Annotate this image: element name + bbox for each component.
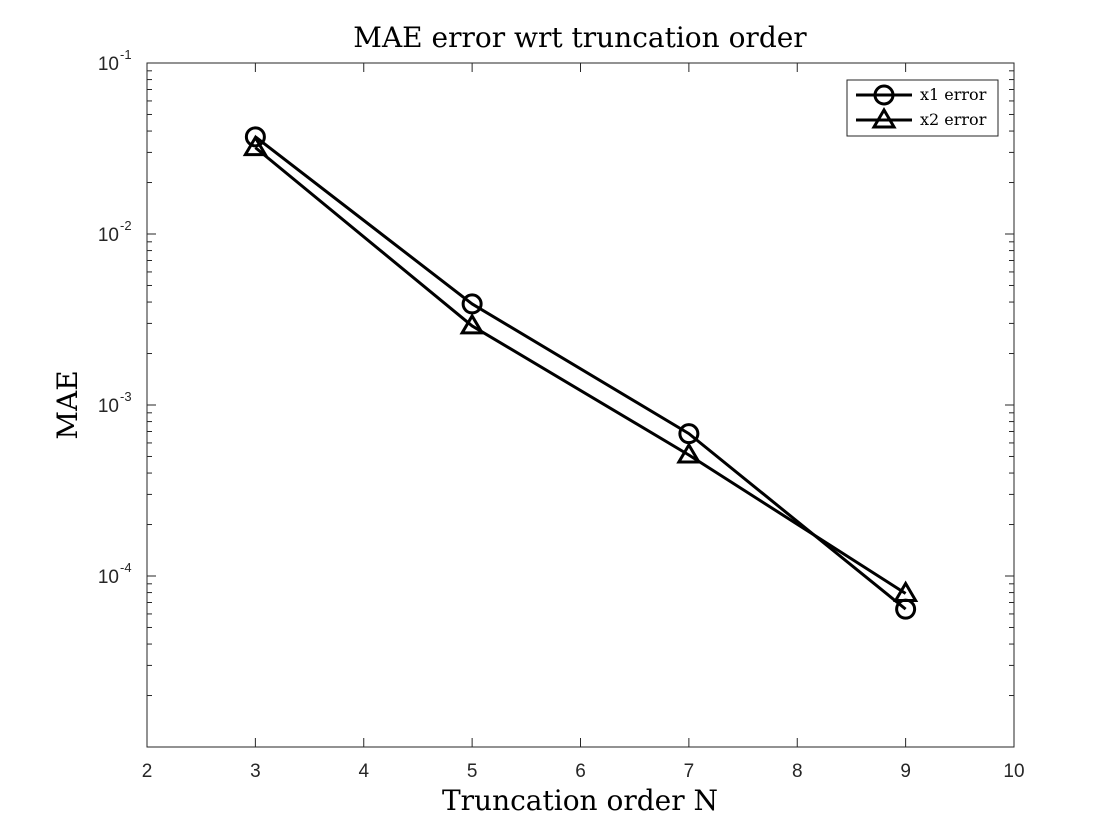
y-tick-label-exponent: -1 — [120, 47, 132, 62]
data-point-triangle — [459, 312, 485, 335]
y-tick-label-base: 10 — [98, 567, 119, 588]
y-tick-label-exponent: -2 — [120, 218, 132, 233]
series-layer — [242, 126, 919, 620]
x-axis-ticks: 2 3 4 5 6 7 8 9 10 — [142, 63, 1025, 782]
legend-label-x1: x1 error — [920, 85, 987, 104]
x-tick-label: 5 — [467, 761, 478, 782]
y-tick-label-base: 10 — [98, 54, 119, 75]
y-tick-label-exponent: -3 — [120, 389, 132, 404]
y-tick-label-base: 10 — [98, 396, 119, 417]
legend-label-x2: x2 error — [920, 110, 987, 129]
x-tick-label: 7 — [684, 761, 695, 782]
y-tick-label-exponent: -4 — [120, 560, 132, 575]
y-tick-label-base: 10 — [98, 225, 119, 246]
y-axis-ticks: 10-110-210-310-4 — [98, 47, 1014, 588]
chart-title: MAE error wrt truncation order — [353, 21, 807, 54]
x-tick-label: 3 — [250, 761, 261, 782]
legend-marker-circle — [873, 84, 895, 106]
x-axis-label: Truncation order N — [442, 784, 718, 817]
x-tick-label: 6 — [575, 761, 586, 782]
x-tick-label: 2 — [142, 761, 153, 782]
legend: x1 error x2 error — [846, 79, 999, 137]
series-line-1 — [254, 135, 907, 611]
data-point-triangle — [242, 134, 268, 157]
series-line-2 — [254, 146, 907, 595]
minor-ticks — [147, 70, 1014, 697]
x-tick-label: 10 — [1003, 761, 1024, 782]
y-axis-label: MAE — [51, 370, 84, 439]
data-point-circle — [244, 126, 266, 148]
data-point-triangle — [676, 442, 702, 464]
legend-box — [846, 79, 999, 137]
x-tick-label: 4 — [358, 761, 369, 782]
data-point-circle — [461, 293, 483, 315]
legend-marker-triangle — [871, 107, 897, 129]
x-tick-label: 9 — [900, 761, 911, 782]
x-tick-label: 8 — [792, 761, 803, 782]
data-point-triangle — [893, 580, 919, 603]
